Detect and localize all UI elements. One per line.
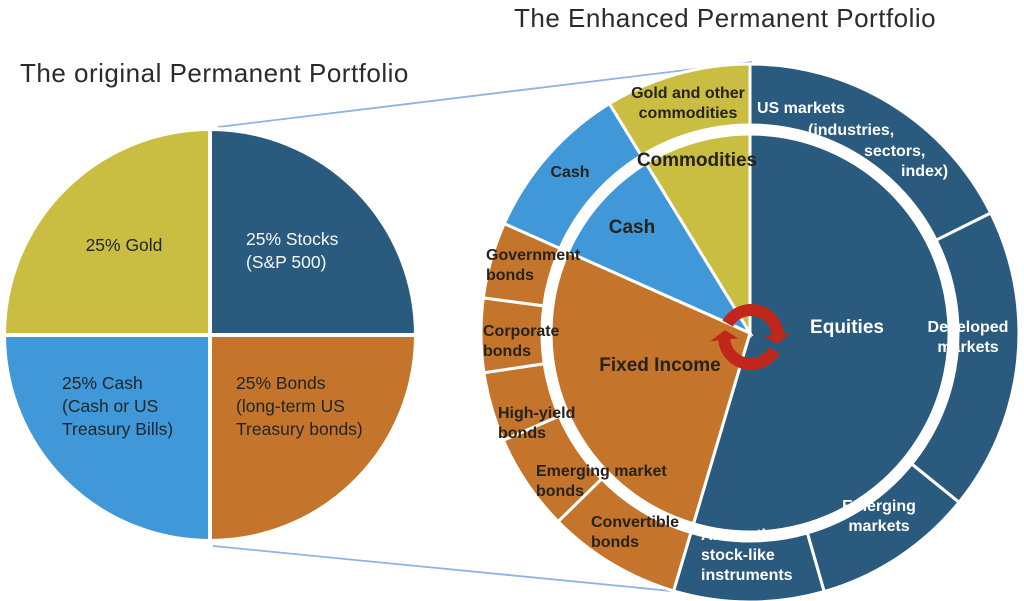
label-25-gold: 25% Gold	[85, 235, 163, 255]
label-government-bonds: Government bonds	[486, 247, 581, 284]
label-25-stocks: 25% Stocks (S&P 500)	[246, 229, 339, 273]
rebalance-arrows-icon-head-1	[763, 332, 792, 344]
right-chart-title: The Enhanced Permanent Portfolio	[514, 3, 937, 33]
label-emerging-markets: Emerging markets	[842, 498, 916, 535]
wheel-inner-cash	[566, 161, 754, 337]
label-fixed-income: Fixed Income	[599, 355, 721, 376]
pie-slice-gold	[1, 126, 212, 337]
label-alternative-instruments: Alternative stock-like instruments	[701, 527, 793, 584]
label-high-yield-bonds: High-yield bonds	[498, 405, 576, 442]
label-cash-outer: Cash	[550, 164, 590, 181]
label-gold-and-other-commodities: Gold and other commodities	[631, 85, 745, 122]
rebalance-arrows-icon-arc-1	[722, 304, 784, 336]
label-emerging-market-bonds: Emerging market bonds	[536, 463, 667, 500]
wheel-inner-commodities	[643, 132, 752, 339]
left-chart-title: The original Permanent Portfolio	[20, 58, 409, 88]
label-us-markets-line4: index)	[901, 163, 949, 180]
connector-line-1	[217, 61, 753, 128]
rebalance-arrows-icon-arc-2	[718, 338, 780, 370]
label-cash-inner: Cash	[608, 217, 656, 238]
wheel-inner-equities	[691, 132, 951, 534]
wheel-outer-gold_and_other_commodities	[607, 62, 752, 158]
label-developed-markets: Developed markets	[927, 319, 1009, 356]
pie-slice-stocks	[208, 126, 419, 337]
label-25-cash: 25% Cash (Cash or US Treasury Bills)	[62, 373, 174, 440]
pie-slice-cash	[1, 333, 212, 544]
wheel-inner-fixed_income	[549, 250, 752, 526]
label-equities: Equities	[810, 317, 884, 338]
label-25-bonds: 25% Bonds (long-term US Treasury bonds)	[236, 373, 363, 440]
label-us-markets-line2: (industries,	[808, 122, 895, 139]
label-us-markets-line1: US markets	[757, 100, 846, 117]
label-us-markets-line3: sectors,	[864, 143, 926, 160]
pie-slice-bonds	[208, 333, 419, 544]
rebalance-arrows-icon-head-2	[710, 330, 739, 342]
label-convertible-bonds: Convertible bonds	[591, 514, 680, 551]
wheel-outer-developed_markets	[909, 210, 1021, 505]
label-commodities: Commodities	[636, 150, 758, 171]
label-corporate-bonds: Corporate bonds	[483, 323, 560, 360]
